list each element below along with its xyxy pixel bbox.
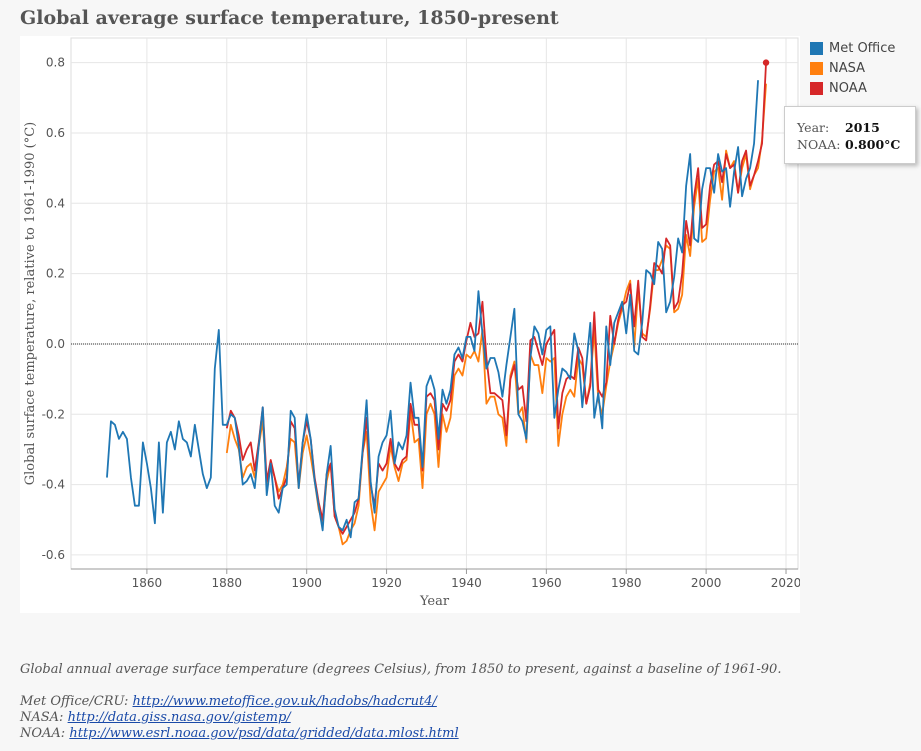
source-nasa: NASA: http://data.giss.nasa.gov/gistemp/	[20, 710, 459, 726]
tooltip-series-row: NOAA: 0.800°C	[797, 136, 915, 153]
x-tick-label: 1920	[371, 576, 402, 590]
legend: Met Office NASA NOAA	[810, 38, 895, 98]
x-tick-label: 2020	[771, 576, 800, 590]
source-label: NASA:	[20, 710, 64, 725]
source-link-nasa[interactable]: http://data.giss.nasa.gov/gistemp/	[67, 710, 291, 725]
y-tick-label: -0.2	[42, 407, 65, 421]
legend-label-met-office: Met Office	[829, 40, 896, 56]
hover-tooltip: Year: 2015 NOAA: 0.800°C	[784, 106, 916, 164]
source-met-office: Met Office/CRU: http://www.metoffice.gov…	[20, 694, 459, 710]
y-tick-label: 0.6	[46, 126, 65, 140]
source-link-noaa[interactable]: http://www.esrl.noaa.gov/psd/data/gridde…	[69, 726, 459, 741]
y-tick-label: 0.2	[46, 267, 65, 281]
chart-title: Global average surface temperature, 1850…	[20, 7, 559, 29]
tooltip-year-row: Year: 2015	[797, 119, 915, 136]
legend-item-noaa[interactable]: NOAA	[810, 78, 895, 98]
x-tick-label: 1900	[291, 576, 322, 590]
source-label: Met Office/CRU:	[20, 694, 129, 709]
sources-list: Met Office/CRU: http://www.metoffice.gov…	[20, 694, 459, 742]
legend-label-nasa: NASA	[829, 60, 866, 76]
legend-label-noaa: NOAA	[829, 80, 867, 96]
x-tick-label: 1860	[132, 576, 163, 590]
source-link-met-office[interactable]: http://www.metoffice.gov.uk/hadobs/hadcr…	[132, 694, 437, 709]
tooltip-year-label: Year:	[797, 120, 830, 135]
legend-swatch-nasa	[810, 61, 823, 75]
legend-item-nasa[interactable]: NASA	[810, 58, 895, 78]
grid-layer	[70, 37, 799, 570]
source-noaa: NOAA: http://www.esrl.noaa.gov/psd/data/…	[20, 726, 459, 742]
x-tick-label: 2000	[691, 576, 722, 590]
tooltip-year-value: 2015	[845, 120, 880, 135]
axis-layer: -0.6 -0.4 -0.2 0.0 0.2 0.4 0.6 0.8 1860 1880 1900 1…	[42, 56, 800, 590]
highlight-point-noaa-2015[interactable]	[762, 59, 770, 66]
label-layer: Year Global surface temperature, relative…	[23, 122, 450, 609]
x-tick-label: 1960	[531, 576, 562, 590]
x-tick-label: 1940	[451, 576, 482, 590]
plot-area	[70, 37, 799, 570]
y-tick-label: 0.0	[46, 337, 65, 351]
chart-caption: Global annual average surface temperatur…	[20, 662, 782, 677]
y-tick-label: -0.6	[42, 548, 65, 562]
legend-swatch-met-office	[810, 41, 823, 55]
source-label: NOAA:	[20, 726, 66, 741]
x-axis-title: Year	[419, 594, 450, 609]
y-tick-label: 0.8	[46, 56, 65, 70]
y-axis-title: Global surface temperature, relative to …	[23, 122, 38, 486]
series-line-met-office[interactable]	[106, 80, 759, 539]
series-layer	[106, 59, 770, 546]
y-tick-label: 0.4	[46, 196, 65, 210]
x-tick-label: 1880	[212, 576, 243, 590]
legend-item-met-office[interactable]: Met Office	[810, 38, 895, 58]
temperature-chart[interactable]: -0.6 -0.4 -0.2 0.0 0.2 0.4 0.6 0.8 1860 1880 1900 1…	[20, 36, 800, 613]
legend-swatch-noaa	[810, 81, 823, 95]
tooltip-series-label: NOAA:	[797, 137, 841, 152]
x-tick-label: 1980	[611, 576, 642, 590]
tooltip-series-value: 0.800°C	[845, 137, 901, 152]
y-tick-label: -0.4	[42, 478, 65, 492]
